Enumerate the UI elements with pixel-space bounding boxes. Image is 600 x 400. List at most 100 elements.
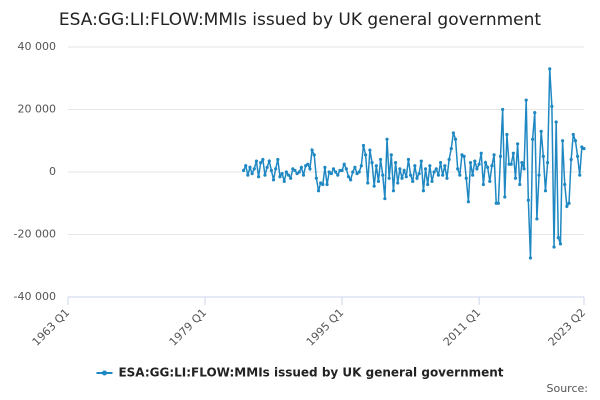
- point: [267, 159, 271, 163]
- point: [522, 167, 526, 171]
- point: [458, 173, 462, 177]
- point: [456, 167, 460, 171]
- point: [387, 176, 391, 180]
- point: [312, 153, 316, 157]
- point: [359, 164, 363, 168]
- point: [503, 195, 507, 199]
- point: [340, 168, 344, 173]
- point: [428, 164, 432, 168]
- point: [310, 148, 314, 152]
- point: [477, 162, 481, 166]
- point: [301, 173, 306, 177]
- point: [400, 176, 404, 180]
- point: [297, 170, 301, 174]
- point: [578, 173, 582, 177]
- point: [344, 167, 348, 171]
- point: [537, 173, 541, 177]
- y-tick-label: 0: [49, 165, 56, 178]
- point: [406, 157, 411, 162]
- point: [321, 182, 325, 187]
- point: [329, 171, 333, 176]
- point: [265, 165, 269, 169]
- point: [308, 167, 312, 171]
- point: [381, 173, 385, 177]
- point: [316, 189, 321, 193]
- point: [331, 167, 336, 171]
- point: [274, 167, 278, 171]
- point: [286, 173, 291, 177]
- y-tick-label: 40 000: [18, 40, 57, 53]
- point: [426, 182, 430, 187]
- point: [432, 170, 436, 174]
- point: [520, 161, 524, 165]
- point: [483, 161, 488, 165]
- point: [276, 157, 280, 162]
- point: [516, 142, 520, 146]
- point: [372, 184, 376, 188]
- y-tick-label: -40 000: [14, 290, 56, 303]
- point: [411, 179, 415, 183]
- point: [552, 245, 556, 249]
- point: [492, 153, 496, 157]
- point: [374, 164, 378, 168]
- point: [423, 167, 428, 171]
- point: [498, 154, 503, 158]
- y-tick-label: -20 000: [14, 228, 56, 241]
- point: [471, 173, 475, 177]
- point: [351, 170, 355, 174]
- point: [554, 120, 558, 124]
- point: [543, 189, 548, 193]
- point: [336, 173, 340, 177]
- point: [453, 137, 458, 141]
- point: [490, 164, 494, 168]
- point: [342, 162, 346, 166]
- point: [567, 201, 571, 205]
- point: [464, 176, 468, 180]
- point: [438, 161, 443, 165]
- point: [269, 168, 274, 173]
- point: [468, 161, 473, 165]
- point: [462, 154, 466, 158]
- point: [550, 104, 554, 108]
- point: [259, 161, 263, 165]
- point: [370, 161, 374, 165]
- point: [282, 179, 286, 183]
- point: [385, 137, 389, 141]
- point: [481, 182, 485, 187]
- point: [558, 242, 563, 246]
- point: [241, 168, 246, 173]
- point: [256, 175, 261, 179]
- point: [252, 167, 256, 171]
- point: [541, 154, 545, 158]
- point: [415, 176, 419, 180]
- y-tick-label: 20 000: [18, 103, 57, 116]
- point: [293, 168, 297, 173]
- point: [250, 171, 254, 176]
- point: [563, 182, 567, 187]
- x-tick-label: 1979 Q1: [167, 306, 210, 349]
- point: [349, 178, 353, 182]
- point: [334, 170, 338, 174]
- point: [531, 137, 535, 141]
- point: [443, 164, 447, 168]
- point: [501, 107, 505, 112]
- point: [366, 181, 370, 185]
- point: [284, 170, 288, 174]
- point: [436, 173, 441, 177]
- point: [244, 164, 248, 168]
- point: [571, 132, 575, 137]
- point: [263, 173, 267, 177]
- point: [569, 157, 573, 162]
- point: [535, 217, 539, 221]
- point: [466, 200, 470, 204]
- point: [441, 173, 445, 177]
- point: [393, 161, 398, 165]
- point: [306, 162, 310, 166]
- legend-label: ESA:GG:LI:FLOW:MMIs issued by UK general…: [118, 366, 503, 380]
- point: [573, 139, 578, 143]
- point: [447, 157, 451, 162]
- chart-title: ESA:GG:LI:FLOW:MMIs issued by UK general…: [59, 10, 541, 30]
- point: [575, 154, 580, 158]
- point: [556, 236, 560, 240]
- point: [325, 182, 329, 187]
